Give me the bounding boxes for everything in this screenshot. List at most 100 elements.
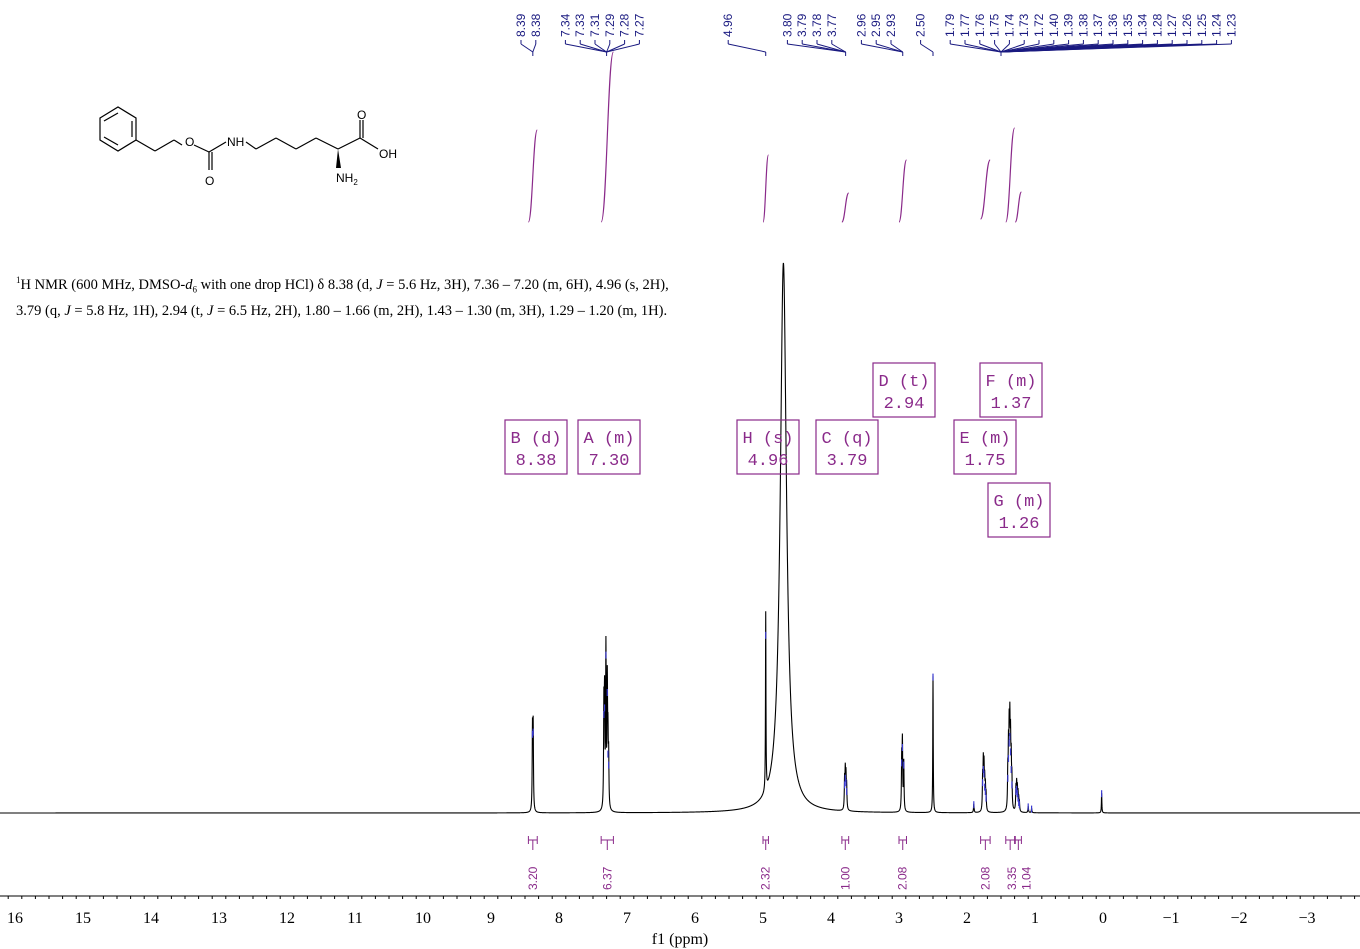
solvent-d: d [185,276,193,293]
integral-curve [980,159,991,220]
peak-shift-label: 1.25 [1195,13,1209,37]
multiplet-label: A (m) [583,430,634,449]
peak-shift-label: 1.24 [1210,13,1224,37]
multiplet-shift: 1.37 [991,395,1032,414]
x-tick-label: 1 [1031,910,1039,927]
peak-shift-label: 2.95 [869,13,883,37]
peak-shift-label: 1.23 [1224,13,1238,37]
integral-value: 6.37 [600,866,614,890]
solvent-sub: 6 [192,284,198,295]
x-tick-label: 8 [555,910,563,927]
peak-shift-label: 1.72 [1032,13,1046,37]
x-axis-label: f1 (ppm) [652,931,708,948]
nucleus-superscript: 1 [16,275,21,285]
peak-shift-label: 2.50 [914,13,928,37]
multiplet-label: E (m) [959,430,1010,449]
peak-shift-label: 1.26 [1180,13,1194,37]
peak-shift-label: 1.77 [958,13,972,37]
chart-layer: 16 15 14 13 12 11 10 9 8 7 6 5 4 3 2 1 0 −1 −2 −3f1 (ppm)8.… [0,13,1360,948]
peak-shift-label: 7.33 [573,13,587,37]
peak-shift-label: 7.31 [588,13,602,37]
peak-shift-label: 7.29 [603,13,617,37]
multiplet-box [987,482,1051,538]
multiplet-box [953,419,1017,475]
peak-shift-label: 7.34 [558,13,572,37]
x-tick-label: 11 [347,910,362,927]
desc-part-b: with one drop HCl) δ 8.38 (d, [197,276,377,293]
x-tick-label: 16 [7,910,23,927]
peak-label-connector [565,43,607,53]
peak-shift-label: 1.39 [1062,13,1076,37]
peak-shift-label: 1.34 [1136,13,1150,37]
multiplet-box [979,362,1043,418]
integral-value: 1.04 [1019,866,1033,890]
multiplet-label: F (m) [985,373,1036,392]
multiplet-shift: 1.26 [999,515,1040,534]
peak-shift-label: 1.36 [1106,13,1120,37]
multiplet-shift: 4.96 [748,452,789,471]
x-tick-label: 15 [75,910,91,927]
x-tick-label: 7 [623,910,631,927]
multiplet-shift: 8.38 [516,452,557,471]
x-tick-label: 0 [1099,910,1107,927]
peak-label-connector [876,43,903,53]
x-tick-label: 2 [963,910,971,927]
peak-label-connector [728,43,766,53]
peak-shift-label: 3.77 [825,13,839,37]
peak-shift-label: 4.96 [721,13,735,37]
multiplet-box [815,419,879,475]
j-symbol-1: J [376,276,383,293]
peak-label-connector [532,43,537,53]
peak-label-connector [1000,43,1010,53]
peak-shift-label: 1.27 [1165,13,1179,37]
peak-shift-label: 1.79 [943,13,957,37]
multiplet-label: B (d) [510,430,561,449]
x-tick-label: −3 [1298,910,1315,927]
multiplet-shift: 1.75 [965,452,1006,471]
x-tick-label: 14 [143,910,159,927]
peak-label-connector [520,43,534,53]
x-tick-label: −2 [1230,910,1247,927]
peak-label-connector [994,43,1002,53]
integral-curve [1014,191,1022,223]
peak-shift-label: 1.35 [1121,13,1135,37]
integral-value: 2.08 [896,866,910,890]
peak-label-connector [606,43,625,53]
peak-label-connector [606,43,640,53]
hydroxyl-label: OH [379,147,397,161]
multiplet-shift: 2.94 [884,395,925,414]
spectrum-trace [0,262,1360,814]
integral-curve [527,129,538,223]
peak-label-connector [964,43,1002,53]
peak-shift-label: 2.93 [884,13,898,37]
desc-part-e: = 6.5 Hz, 2H), 1.80 – 1.66 (m, 2H), 1.43… [213,302,668,319]
integral-curve [762,154,770,223]
ether-oxygen-label: O [185,135,194,149]
peak-label-connector [802,43,846,53]
integral-curve [600,51,614,223]
peak-shift-label: 7.28 [618,13,632,37]
x-tick-label: 10 [415,910,431,927]
acid-oxygen-label: O [357,108,366,122]
peak-shift-label: 3.78 [810,13,824,37]
peak-shift-label: 1.75 [988,13,1002,37]
peak-shift-label: 1.38 [1076,13,1090,37]
integral-value: 3.35 [1005,866,1019,890]
multiplet-box [577,419,641,475]
x-tick-label: 4 [827,910,835,927]
peak-shift-label: 7.27 [632,13,646,37]
x-tick-label: 3 [895,910,903,927]
multiplet-label: D (t) [878,373,929,392]
chemical-structure [99,106,379,170]
multiplet-shift: 3.79 [827,452,868,471]
peak-shift-label: 3.79 [795,13,809,37]
multiplet-label: C (q) [821,430,872,449]
peak-shift-label: 2.96 [854,13,868,37]
peak-label-connector [861,43,903,53]
integral-curve [898,159,908,223]
peak-shift-label: 1.37 [1091,13,1105,37]
j-symbol-3: J [207,302,214,319]
peak-label-connector [979,43,1002,53]
multiplet-label: H (s) [742,430,793,449]
